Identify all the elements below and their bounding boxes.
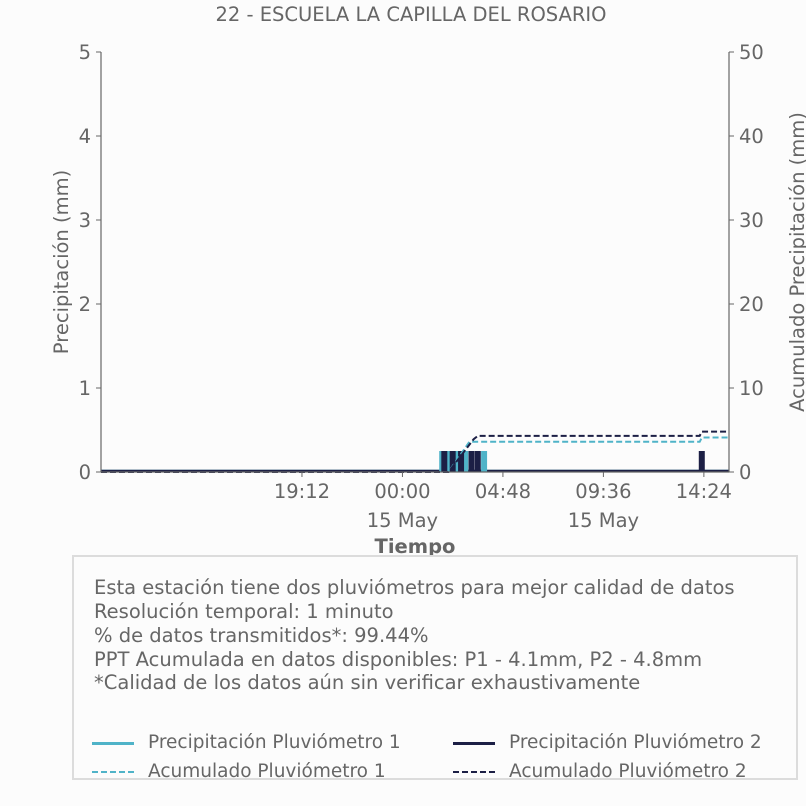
precip-bar bbox=[474, 451, 481, 472]
precip-bar bbox=[441, 451, 448, 472]
legend-swatch bbox=[92, 771, 134, 773]
y-tick-label-right: 30 bbox=[739, 209, 764, 232]
y-tick-label-left: 3 bbox=[79, 209, 91, 232]
info-line-accumulated: PPT Acumulada en datos disponibles: P1 -… bbox=[94, 648, 703, 671]
precip-bar bbox=[468, 451, 475, 472]
precip-bar bbox=[449, 451, 456, 472]
x-tick-sublabel: 15 May bbox=[568, 509, 639, 532]
plot-area bbox=[101, 430, 729, 473]
info-line-quality-note: *Calidad de los datos aún sin verificar … bbox=[94, 671, 641, 694]
y-axis-left-label: Precipitación (mm) bbox=[50, 170, 73, 354]
accumulated-line bbox=[101, 430, 729, 473]
precip-bar bbox=[481, 451, 488, 472]
info-line-transmitted: % de datos transmitidos*: 99.44% bbox=[94, 624, 429, 647]
x-tick-label: 19:12 bbox=[274, 480, 330, 503]
chart-title: 22 - ESCUELA LA CAPILLA DEL ROSARIO bbox=[215, 3, 606, 26]
info-line-stations: Esta estación tiene dos pluviómetros par… bbox=[94, 576, 735, 599]
legend-label: Acumulado Pluviómetro 1 bbox=[148, 761, 386, 782]
info-line-resolution: Resolución temporal: 1 minuto bbox=[94, 600, 394, 623]
precip-bar bbox=[462, 451, 469, 472]
y-tick-label-left: 5 bbox=[79, 41, 91, 64]
y-tick-label-right: 50 bbox=[739, 41, 764, 64]
y-tick-label-right: 0 bbox=[739, 461, 751, 484]
y-tick-label-left: 2 bbox=[79, 293, 91, 316]
y-tick-label-right: 20 bbox=[739, 293, 764, 316]
legend-label: Precipitación Pluviómetro 1 bbox=[148, 732, 401, 753]
legend-label: Precipitación Pluviómetro 2 bbox=[509, 732, 762, 753]
info-box: Esta estación tiene dos pluviómetros par… bbox=[72, 555, 798, 782]
x-tick-label: 00:00 bbox=[374, 480, 430, 503]
x-tick-label: 09:36 bbox=[575, 480, 631, 503]
y-tick-label-left: 0 bbox=[79, 461, 91, 484]
legend-label: Acumulado Pluviómetro 2 bbox=[509, 761, 747, 782]
x-tick-label: 04:48 bbox=[475, 480, 531, 503]
y-tick-label-left: 4 bbox=[79, 125, 91, 148]
x-tick-label: 14:24 bbox=[676, 480, 732, 503]
precip-bar bbox=[698, 451, 705, 472]
legend-swatch bbox=[453, 742, 495, 745]
x-axis-label: Tiempo bbox=[375, 535, 456, 558]
precip-bar bbox=[458, 451, 465, 472]
x-tick-sublabel: 15 May bbox=[367, 509, 438, 532]
accumulated-line bbox=[101, 436, 729, 473]
precip-bar bbox=[446, 451, 453, 472]
y-axis-right-label: Acumulado Precipitación (mm) bbox=[786, 112, 806, 412]
rainfall-chart: 22 - ESCUELA LA CAPILLA DEL ROSARIO 0 1 2 3… bbox=[50, 3, 806, 558]
legend-swatch bbox=[92, 742, 134, 745]
y-tick-label-left: 1 bbox=[79, 377, 91, 400]
y-tick-label-right: 10 bbox=[739, 377, 764, 400]
y-tick-label-right: 40 bbox=[739, 125, 764, 148]
legend-swatch bbox=[453, 771, 495, 773]
